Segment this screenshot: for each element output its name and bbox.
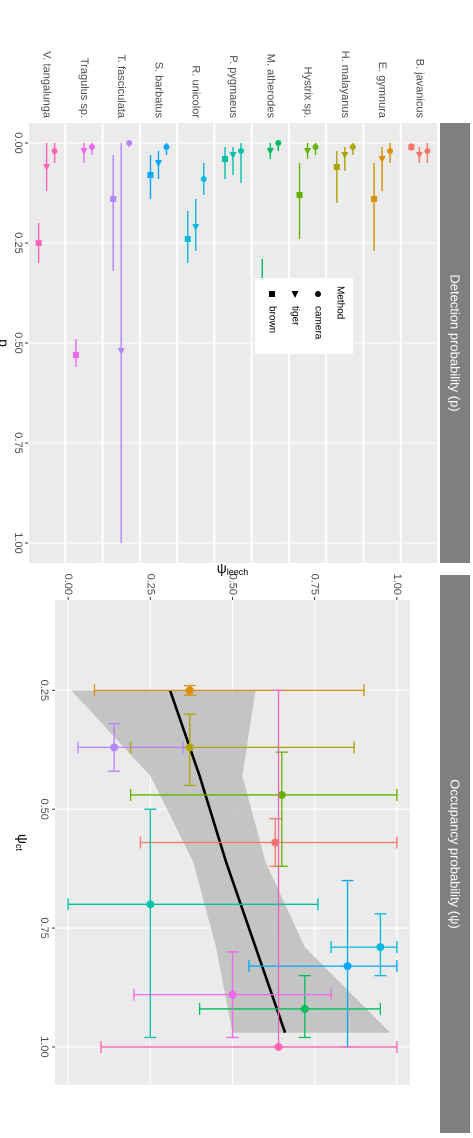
point: [184, 236, 191, 242]
point: [43, 164, 51, 171]
point: [312, 144, 319, 150]
x-tick-label: 0.75: [12, 432, 24, 453]
point: [154, 160, 162, 167]
y-axis-symbol: ψ: [217, 560, 227, 576]
point: [117, 348, 125, 355]
confidence-band: [71, 690, 391, 1033]
y-axis-title: ψleech: [217, 560, 249, 577]
point: [80, 148, 88, 155]
species-label: B. javanicus: [413, 59, 425, 119]
species-label: R. unicolor: [190, 65, 202, 118]
rotated-figure: Detection probability (p) B. javanicus E. …: [0, 51, 470, 1133]
x-axis-symbol: ψ: [15, 834, 31, 844]
point: [72, 352, 79, 358]
point: [304, 148, 312, 155]
x-tick-label: 0.25: [12, 232, 24, 253]
point: [277, 790, 286, 799]
point: [228, 990, 237, 999]
x-tick-label: 0.00: [12, 132, 24, 153]
legend-label: brown: [267, 306, 278, 333]
point: [343, 962, 352, 971]
species-label: T. fasciculata: [115, 54, 127, 118]
point: [88, 144, 95, 150]
point: [408, 144, 415, 150]
legend-key: [269, 291, 275, 297]
x-tick-label: 1.00: [12, 532, 24, 553]
x-axis-title: ψct: [14, 834, 31, 851]
point: [222, 156, 228, 162]
x-tick-label: 0.50: [12, 332, 24, 353]
point: [185, 686, 194, 695]
point: [341, 152, 349, 159]
y-axis-subscript: leech: [227, 567, 249, 577]
y-tick-label: 1.00: [391, 574, 403, 595]
point: [266, 148, 274, 155]
legend-title: Method: [335, 286, 346, 319]
y-tick-label: 0.75: [309, 574, 321, 595]
legend-key: [291, 291, 299, 298]
point: [387, 148, 394, 154]
y-tick-label: 0.00: [62, 574, 74, 595]
point: [424, 148, 431, 154]
point: [110, 196, 117, 202]
species-label: Hystrix sp.: [302, 67, 314, 118]
strip: [440, 575, 470, 1133]
point: [275, 140, 282, 146]
point: [378, 156, 386, 163]
point: [110, 743, 119, 752]
x-axis-title: p: [0, 339, 12, 347]
point: [376, 943, 385, 952]
point: [300, 1004, 309, 1013]
x-axis-subscript: ct: [14, 844, 24, 852]
legend-label: camera: [313, 306, 324, 340]
x-tick-label: 1.00: [38, 1036, 50, 1057]
point: [238, 148, 244, 154]
species-label: S. barbatus: [152, 62, 164, 119]
legend-key: [315, 291, 321, 297]
point: [371, 196, 378, 202]
species-label: E. gymnura: [376, 62, 388, 119]
x-tick-label: 0.50: [38, 799, 50, 820]
point: [35, 240, 42, 246]
point: [229, 152, 237, 159]
point: [349, 144, 356, 150]
point: [126, 140, 133, 146]
point: [415, 152, 423, 159]
species-label: P. pygmaeus: [227, 55, 239, 118]
point: [185, 743, 194, 752]
x-tick-label: 0.25: [38, 680, 50, 701]
point: [274, 1042, 283, 1051]
y-tick-label: 0.25: [144, 574, 156, 595]
point: [296, 192, 303, 198]
species-label: H. malayanus: [339, 51, 351, 119]
point: [200, 176, 207, 182]
species-label: Tragulus sp.: [78, 58, 90, 118]
point: [333, 164, 340, 170]
legend-box: [255, 278, 353, 354]
strip: [440, 123, 470, 563]
panel-title: Occupancy probability (ψ): [448, 779, 463, 928]
point: [147, 172, 154, 178]
point: [51, 148, 58, 154]
point: [271, 838, 280, 847]
legend-label: tiger: [290, 306, 301, 326]
y-tick-label: 0.50: [227, 574, 239, 595]
x-tick-label: 0.75: [38, 917, 50, 938]
panel-title: Detection probability (p): [448, 274, 463, 411]
species-label: V. tangalunga: [41, 51, 53, 119]
point: [146, 900, 155, 909]
point: [192, 224, 200, 231]
species-label: M. atherodes: [264, 54, 276, 119]
point: [163, 144, 170, 150]
